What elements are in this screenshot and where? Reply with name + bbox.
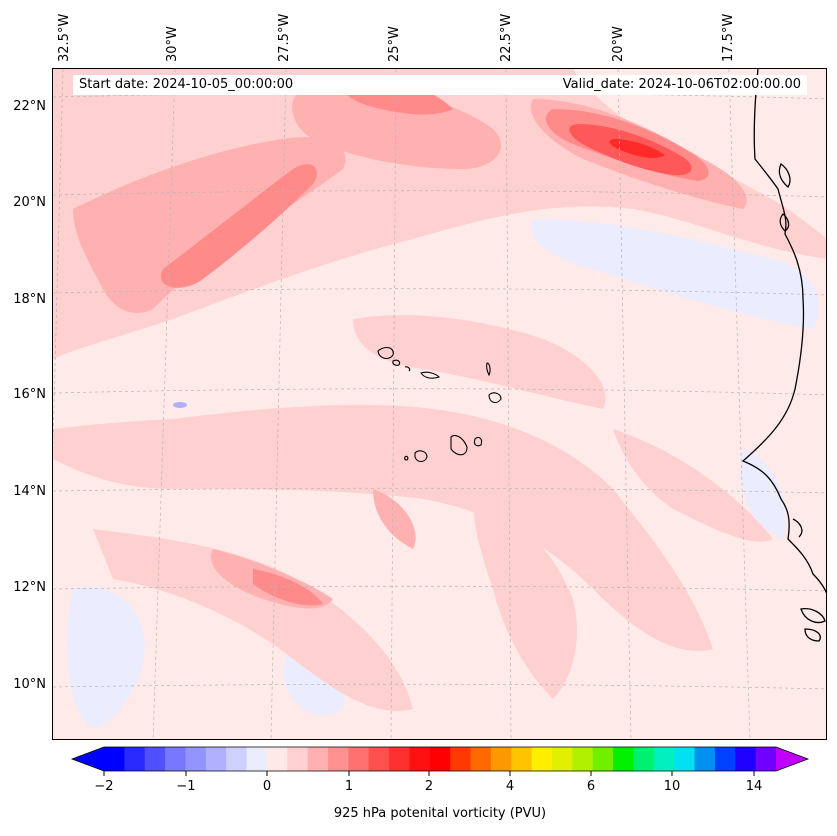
colorbar-segment — [307, 747, 329, 771]
longitude-label: 32.5°W — [57, 14, 72, 62]
colorbar-segment — [674, 747, 696, 771]
colorbar-segment — [552, 747, 573, 771]
colorbar-segment — [531, 747, 553, 771]
longitude-label: 25°W — [387, 26, 402, 62]
colorbar-segment — [328, 747, 349, 771]
colorbar-segment — [450, 747, 472, 771]
longitude-label: 17.5°W — [721, 14, 736, 62]
colorbar-tick-label: 1 — [345, 779, 353, 794]
latitude-label: 12°N — [13, 580, 46, 595]
colorbar-segment — [185, 747, 207, 771]
negative-pv-spot — [173, 402, 187, 408]
colorbar-segment — [266, 747, 288, 771]
colorbar-segment — [368, 747, 390, 771]
colorbar-segment — [389, 747, 410, 771]
colorbar-outline — [70, 746, 810, 772]
colorbar-over-arrow — [776, 747, 808, 771]
colorbar-segment — [124, 747, 146, 771]
longitude-label: 20°W — [611, 26, 626, 62]
colorbar-tick-label: 14 — [746, 779, 763, 794]
longitude-labels: 32.5°W 30°W 27.5°W 25°W 22.5°W 20°W 17.5°W — [57, 14, 736, 62]
start-date-label: Start date: 2024-10-05_00:00:00 — [73, 75, 517, 95]
colorbar-segment — [205, 747, 227, 771]
latitude-label: 20°N — [13, 195, 46, 210]
colorbar-ticks: −2 −1 0 1 2 4 6 10 14 — [94, 771, 762, 794]
latitude-labels: 22°N 20°N 18°N 16°N 14°N 12°N 10°N — [13, 99, 46, 692]
colorbar-tick-label: 4 — [506, 779, 514, 794]
colorbar-segment — [653, 747, 675, 771]
longitude-label: 30°W — [165, 26, 180, 62]
longitude-label: 22.5°W — [499, 14, 514, 62]
colorbar-segment — [694, 747, 716, 771]
colorbar-segment — [714, 747, 736, 771]
colorbar-under-arrow — [72, 747, 104, 771]
colorbar-segment — [592, 747, 614, 771]
longitude-label: 27.5°W — [277, 14, 292, 62]
colorbar — [70, 746, 810, 772]
peak-pv-max — [609, 139, 665, 158]
colorbar-segment — [409, 747, 431, 771]
colorbar-segment — [165, 747, 186, 771]
colorbar-segment — [633, 747, 655, 771]
valid-date-text: Valid_date: 2024-10-06T02:00:00.00 — [562, 77, 801, 92]
start-date-text: Start date: 2024-10-05_00:00:00 — [79, 77, 294, 92]
cabo-verde-islands — [377, 346, 502, 463]
colorbar-title: 925 hPa potenital vorticity (PVU) — [333, 806, 547, 821]
colorbar-segment — [613, 747, 634, 771]
colorbar-segment — [144, 747, 166, 771]
colorbar-segment — [511, 747, 533, 771]
colorbar-segment — [755, 747, 777, 771]
colorbar-segment — [287, 747, 309, 771]
latitude-label: 16°N — [13, 387, 46, 402]
graticule — [53, 69, 826, 739]
valid-date-label: Valid_date: 2024-10-06T02:00:00.00 — [517, 75, 807, 95]
colorbar-segment — [429, 747, 451, 771]
colorbar-tick-label: −2 — [94, 779, 113, 794]
colorbar-segment — [572, 747, 594, 771]
latitude-label: 14°N — [13, 484, 46, 499]
pv-field — [53, 69, 826, 739]
colorbar-tick-label: 6 — [587, 779, 595, 794]
latitude-label: 22°N — [13, 99, 46, 114]
colorbar-segment — [104, 747, 125, 771]
colorbar-segment — [246, 747, 268, 771]
colorbar-tick-label: 10 — [664, 779, 681, 794]
colorbar-segment — [735, 747, 757, 771]
colorbar-tick-label: 2 — [425, 779, 433, 794]
latitude-label: 10°N — [13, 677, 46, 692]
colorbar-tick-label: 0 — [263, 779, 271, 794]
latitude-label: 18°N — [13, 292, 46, 307]
map-area[interactable] — [52, 68, 827, 740]
colorbar-tick-label: −1 — [176, 779, 195, 794]
colorbar-segment — [226, 747, 248, 771]
colorbar-segment — [490, 747, 512, 771]
africa-coastline — [741, 69, 826, 642]
colorbar-segment — [348, 747, 370, 771]
colorbar-segment — [470, 747, 492, 771]
